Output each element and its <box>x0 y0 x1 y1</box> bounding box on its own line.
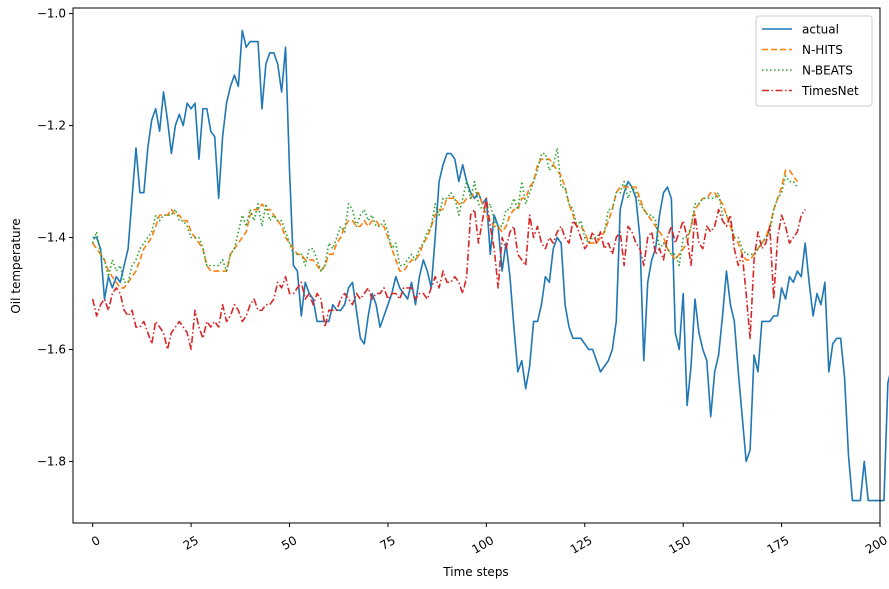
legend-label: TimesNet <box>801 84 859 98</box>
series-line-n-beats <box>91 147 798 284</box>
legend: actual N-HITS N-BEATS TimesNet <box>755 15 873 107</box>
y-tick-label: −1.8 <box>37 454 66 468</box>
series-line-n-hits <box>92 158 798 289</box>
x-tick-label: 75 <box>378 533 398 553</box>
y-tick-label: −1.2 <box>37 119 66 133</box>
legend-items: actual N-HITS N-BEATS TimesNet <box>762 23 859 98</box>
x-tick-label: 25 <box>181 533 201 553</box>
y-axis-label: Oil temperature <box>9 218 23 313</box>
y-tick-label: −1.4 <box>37 231 66 245</box>
plot-frame <box>72 7 881 524</box>
legend-box <box>755 15 873 107</box>
series-line-timesnet <box>91 197 806 351</box>
series-line-actual <box>92 29 889 502</box>
x-tick-label: 50 <box>279 533 299 553</box>
y-ticks: −1.8 −1.6 −1.4 −1.2 −1.0 <box>37 7 73 468</box>
y-tick-label: −1.6 <box>37 342 66 356</box>
legend-label: N-HITS <box>802 43 843 57</box>
legend-label: actual <box>802 23 839 37</box>
y-tick-label: −1.0 <box>37 7 66 21</box>
legend-label: N-BEATS <box>802 64 853 78</box>
x-axis-label: Time steps <box>442 565 508 579</box>
series-lines <box>91 29 889 502</box>
